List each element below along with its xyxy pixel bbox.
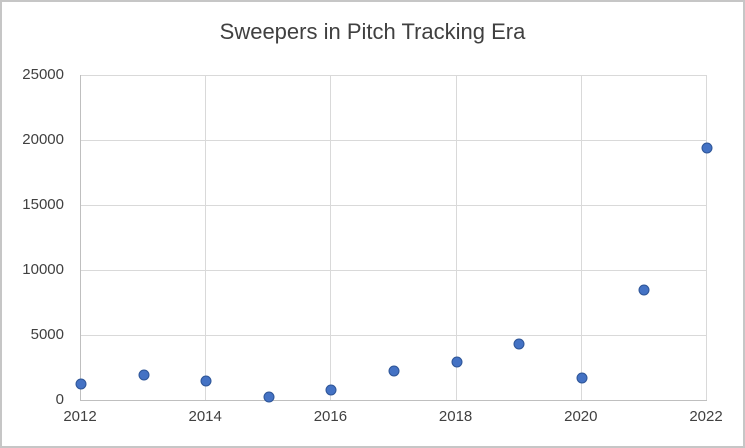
x-axis-tick-label: 2016 (313, 408, 348, 425)
vertical-gridline (580, 75, 582, 400)
horizontal-gridline (81, 205, 707, 206)
y-axis-tick-label: 15000 (22, 196, 64, 213)
horizontal-gridline (81, 335, 707, 336)
chart-title: Sweepers in Pitch Tracking Era (219, 19, 526, 44)
data-point-2020 (576, 372, 588, 384)
horizontal-gridline (81, 75, 707, 76)
vertical-gridline (455, 75, 457, 400)
data-point-2012 (75, 378, 87, 390)
horizontal-gridline (81, 140, 707, 141)
y-axis-tick-label: 0 (55, 391, 64, 408)
data-point-2022 (701, 142, 713, 154)
x-axis-tick-label: 2020 (564, 408, 598, 425)
data-point-2014 (200, 375, 212, 386)
y-axis-tick-label: 5000 (30, 326, 64, 343)
vertical-gridline (330, 75, 332, 400)
data-point-2021 (638, 284, 650, 295)
y-axis-tick-label: 25000 (22, 66, 64, 83)
data-point-2016 (325, 384, 337, 396)
data-point-2015 (263, 391, 275, 403)
vertical-gridline (706, 75, 707, 400)
data-point-2019 (513, 338, 525, 350)
vertical-gridline (205, 75, 207, 400)
plot-area (75, 75, 713, 403)
data-point-2013 (138, 369, 150, 381)
x-axis-tick-label: 2012 (63, 408, 97, 425)
data-point-2018 (451, 356, 463, 368)
y-axis-tick-label: 10000 (22, 261, 64, 278)
x-axis-tick-label: 2018 (438, 408, 473, 425)
x-axis-tick-label: 2022 (689, 408, 723, 425)
y-axis-tick-label: 20000 (22, 131, 64, 148)
data-point-2017 (388, 365, 400, 377)
x-axis-tick-label: 2014 (188, 408, 222, 425)
horizontal-gridline (81, 270, 707, 271)
